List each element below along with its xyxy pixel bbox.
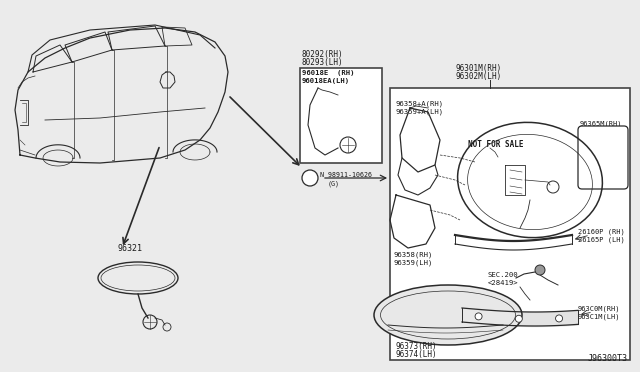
Text: 96358(RH): 96358(RH) [394, 252, 433, 259]
Ellipse shape [374, 285, 522, 345]
Circle shape [535, 265, 545, 275]
Circle shape [302, 170, 318, 186]
Text: (G): (G) [328, 180, 340, 186]
Text: 96018EA(LH): 96018EA(LH) [302, 78, 350, 84]
Text: 96018E  (RH): 96018E (RH) [302, 70, 355, 76]
Text: 963C0M(RH): 963C0M(RH) [578, 306, 621, 312]
Text: 96374(LH): 96374(LH) [395, 350, 437, 359]
Text: N: N [307, 173, 312, 183]
Text: 96321: 96321 [118, 244, 143, 253]
Bar [390, 88, 630, 360]
Bar [300, 68, 382, 163]
Circle shape [515, 315, 522, 322]
Text: 26160P (RH): 26160P (RH) [578, 228, 625, 234]
Text: 96301M(RH): 96301M(RH) [456, 64, 502, 73]
Text: 96365M(RH): 96365M(RH) [580, 120, 623, 126]
FancyBboxPatch shape [578, 126, 628, 189]
Text: NOT FOR SALE: NOT FOR SALE [468, 140, 524, 149]
Text: 96366M(LH): 96366M(LH) [580, 128, 623, 135]
Text: SEC.200: SEC.200 [488, 272, 518, 278]
Text: 80293(LH): 80293(LH) [302, 58, 344, 67]
Circle shape [475, 313, 482, 320]
Text: 96302M(LH): 96302M(LH) [456, 72, 502, 81]
Text: 96373(RH): 96373(RH) [395, 342, 437, 351]
Text: N 98911-10626: N 98911-10626 [320, 172, 372, 178]
Circle shape [556, 315, 563, 322]
Text: <28419>: <28419> [488, 280, 518, 286]
Text: 96359(LH): 96359(LH) [394, 260, 433, 266]
Text: 963C1M(LH): 963C1M(LH) [578, 314, 621, 321]
Text: J96300T3: J96300T3 [588, 354, 628, 363]
Text: 80292(RH): 80292(RH) [302, 50, 344, 59]
Text: 96359+A(LH): 96359+A(LH) [396, 108, 444, 115]
Text: 26165P (LH): 26165P (LH) [578, 236, 625, 243]
Text: 96358+A(RH): 96358+A(RH) [396, 100, 444, 106]
